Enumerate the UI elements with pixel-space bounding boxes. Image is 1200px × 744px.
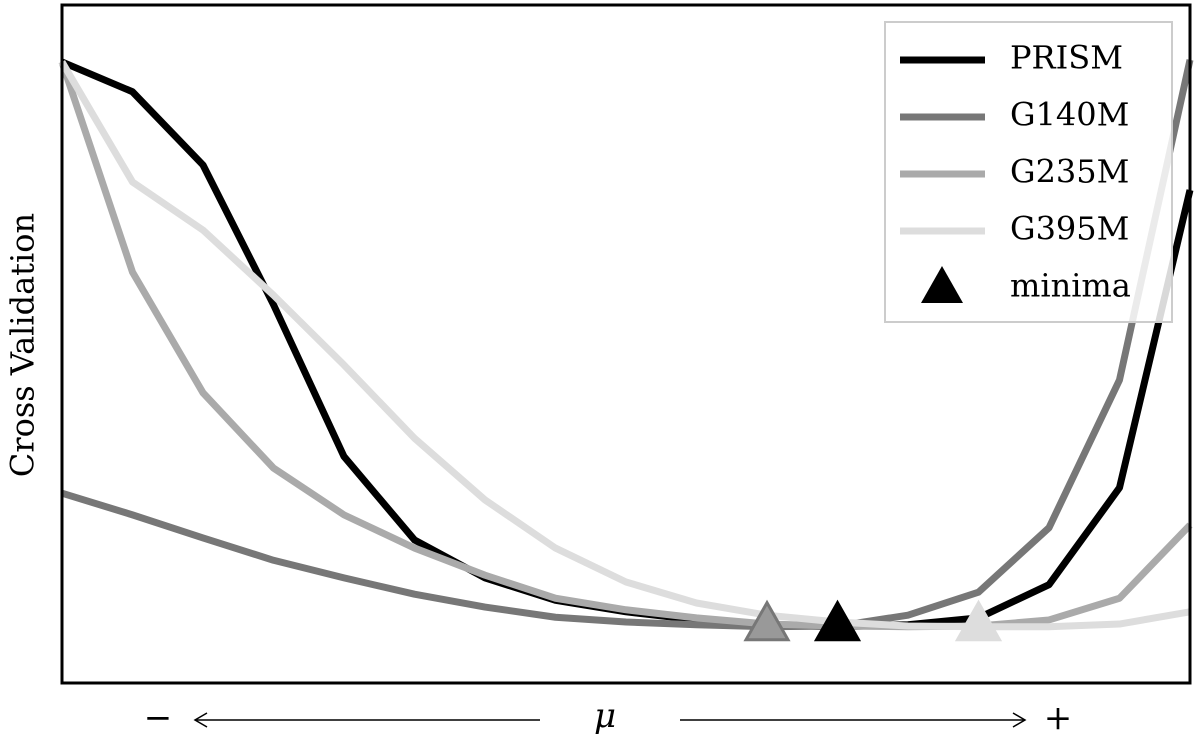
- x-minus-label: −: [144, 698, 173, 738]
- y-axis-label: Cross Validation: [4, 213, 42, 477]
- legend-label: minima: [1010, 267, 1131, 305]
- x-arrows: [193, 712, 1027, 728]
- series-line: [60, 59, 1194, 631]
- series-line: [58, 60, 1191, 631]
- minimum-marker: [743, 599, 791, 642]
- x-plus-label: +: [1044, 698, 1073, 738]
- legend-swatch: [921, 266, 963, 303]
- minimum-marker: [954, 599, 1003, 642]
- legend-label: G395M: [1010, 210, 1129, 248]
- legend-label: G140M: [1010, 96, 1129, 134]
- minimum-marker: [813, 599, 862, 642]
- plot-frame: [60, 3, 1192, 685]
- legend-label: PRISM: [1010, 39, 1123, 77]
- x-axis-label: μ: [594, 696, 616, 736]
- legend-label: G235M: [1010, 153, 1129, 191]
